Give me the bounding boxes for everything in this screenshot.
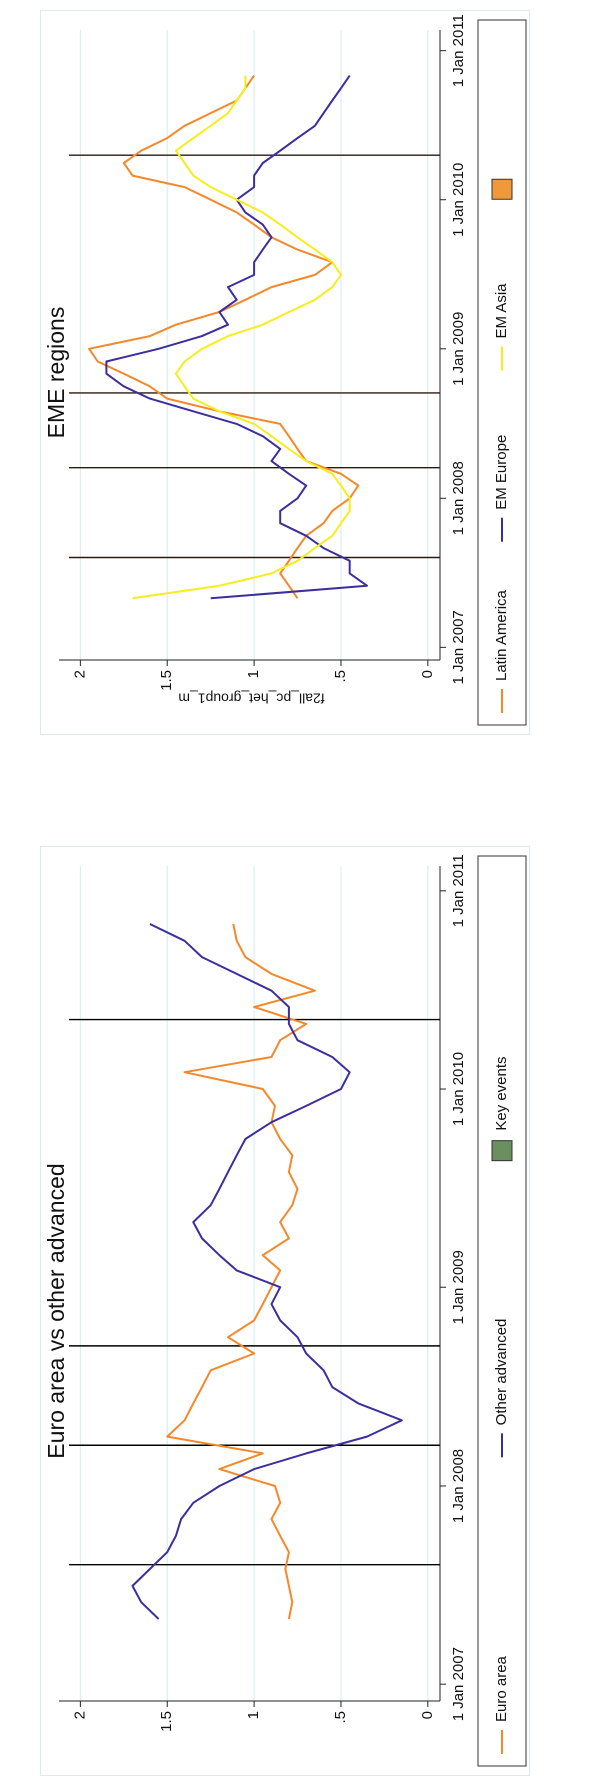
legend-label: EM Asia xyxy=(493,283,510,339)
x-tick-label: 1 Jan 2009 xyxy=(450,1250,467,1324)
x-tick-label: 1 Jan 2008 xyxy=(450,461,467,535)
y-tick-label: 2 xyxy=(71,670,88,678)
x-tick-label: 1 Jan 2011 xyxy=(450,854,467,927)
y-tick-label: 1 xyxy=(245,670,262,678)
chart-panel: 0 .5 1 1.5 2 1 Jan 2007 1 Jan 2008 1 Jan 2009 1 … xyxy=(40,10,530,735)
y-tick-label: 1.5 xyxy=(158,670,175,691)
chart-panel: 0 .5 1 1.5 2 1 Jan 2007 1 Jan 2008 1 Jan 2009 1 … xyxy=(40,846,530,1776)
series-line xyxy=(132,75,351,600)
series-line xyxy=(166,923,316,1620)
x-tick-label: 1 Jan 2008 xyxy=(450,1449,467,1523)
x-tick-label: 1 Jan 2010 xyxy=(450,163,467,237)
y-tick-label: 2 xyxy=(71,1711,88,1719)
x-tick-label: 1 Jan 2009 xyxy=(450,312,467,386)
legend-swatch xyxy=(491,1140,513,1162)
y-tick-label: 1.5 xyxy=(158,1711,175,1732)
legend-box xyxy=(477,855,527,1767)
legend-label: Other advanced xyxy=(493,1319,510,1426)
x-tick-label: 1 Jan 2007 xyxy=(450,1647,467,1721)
legend-label: Euro area xyxy=(493,1655,510,1722)
series-line xyxy=(131,923,403,1620)
chart-title: EME regions xyxy=(43,307,69,439)
legend-label: Key events xyxy=(493,1056,510,1130)
legend-box xyxy=(477,19,527,726)
series-line xyxy=(105,75,368,600)
y-tick-label: .5 xyxy=(332,670,349,683)
series-line xyxy=(88,75,360,599)
x-tick-label: 1 Jan 2010 xyxy=(450,1052,467,1126)
legend-label: Latin America xyxy=(493,589,510,681)
legend-swatch xyxy=(491,178,513,200)
y-tick-label: 0 xyxy=(419,1711,436,1719)
panel-frame xyxy=(40,10,530,735)
y-tick-label: .5 xyxy=(332,1711,349,1724)
legend-label: EM Europe xyxy=(493,435,510,510)
chart-title: Euro area vs other advanced xyxy=(43,1163,69,1458)
y-tick-label: 1 xyxy=(245,1711,262,1719)
y-tick-label: 0 xyxy=(419,670,436,678)
x-tick-label: 1 Jan 2007 xyxy=(450,610,467,684)
x-tick-label: 1 Jan 2011 xyxy=(450,14,467,87)
y-axis-title: f2all_pc_het_group1_m xyxy=(178,690,324,706)
